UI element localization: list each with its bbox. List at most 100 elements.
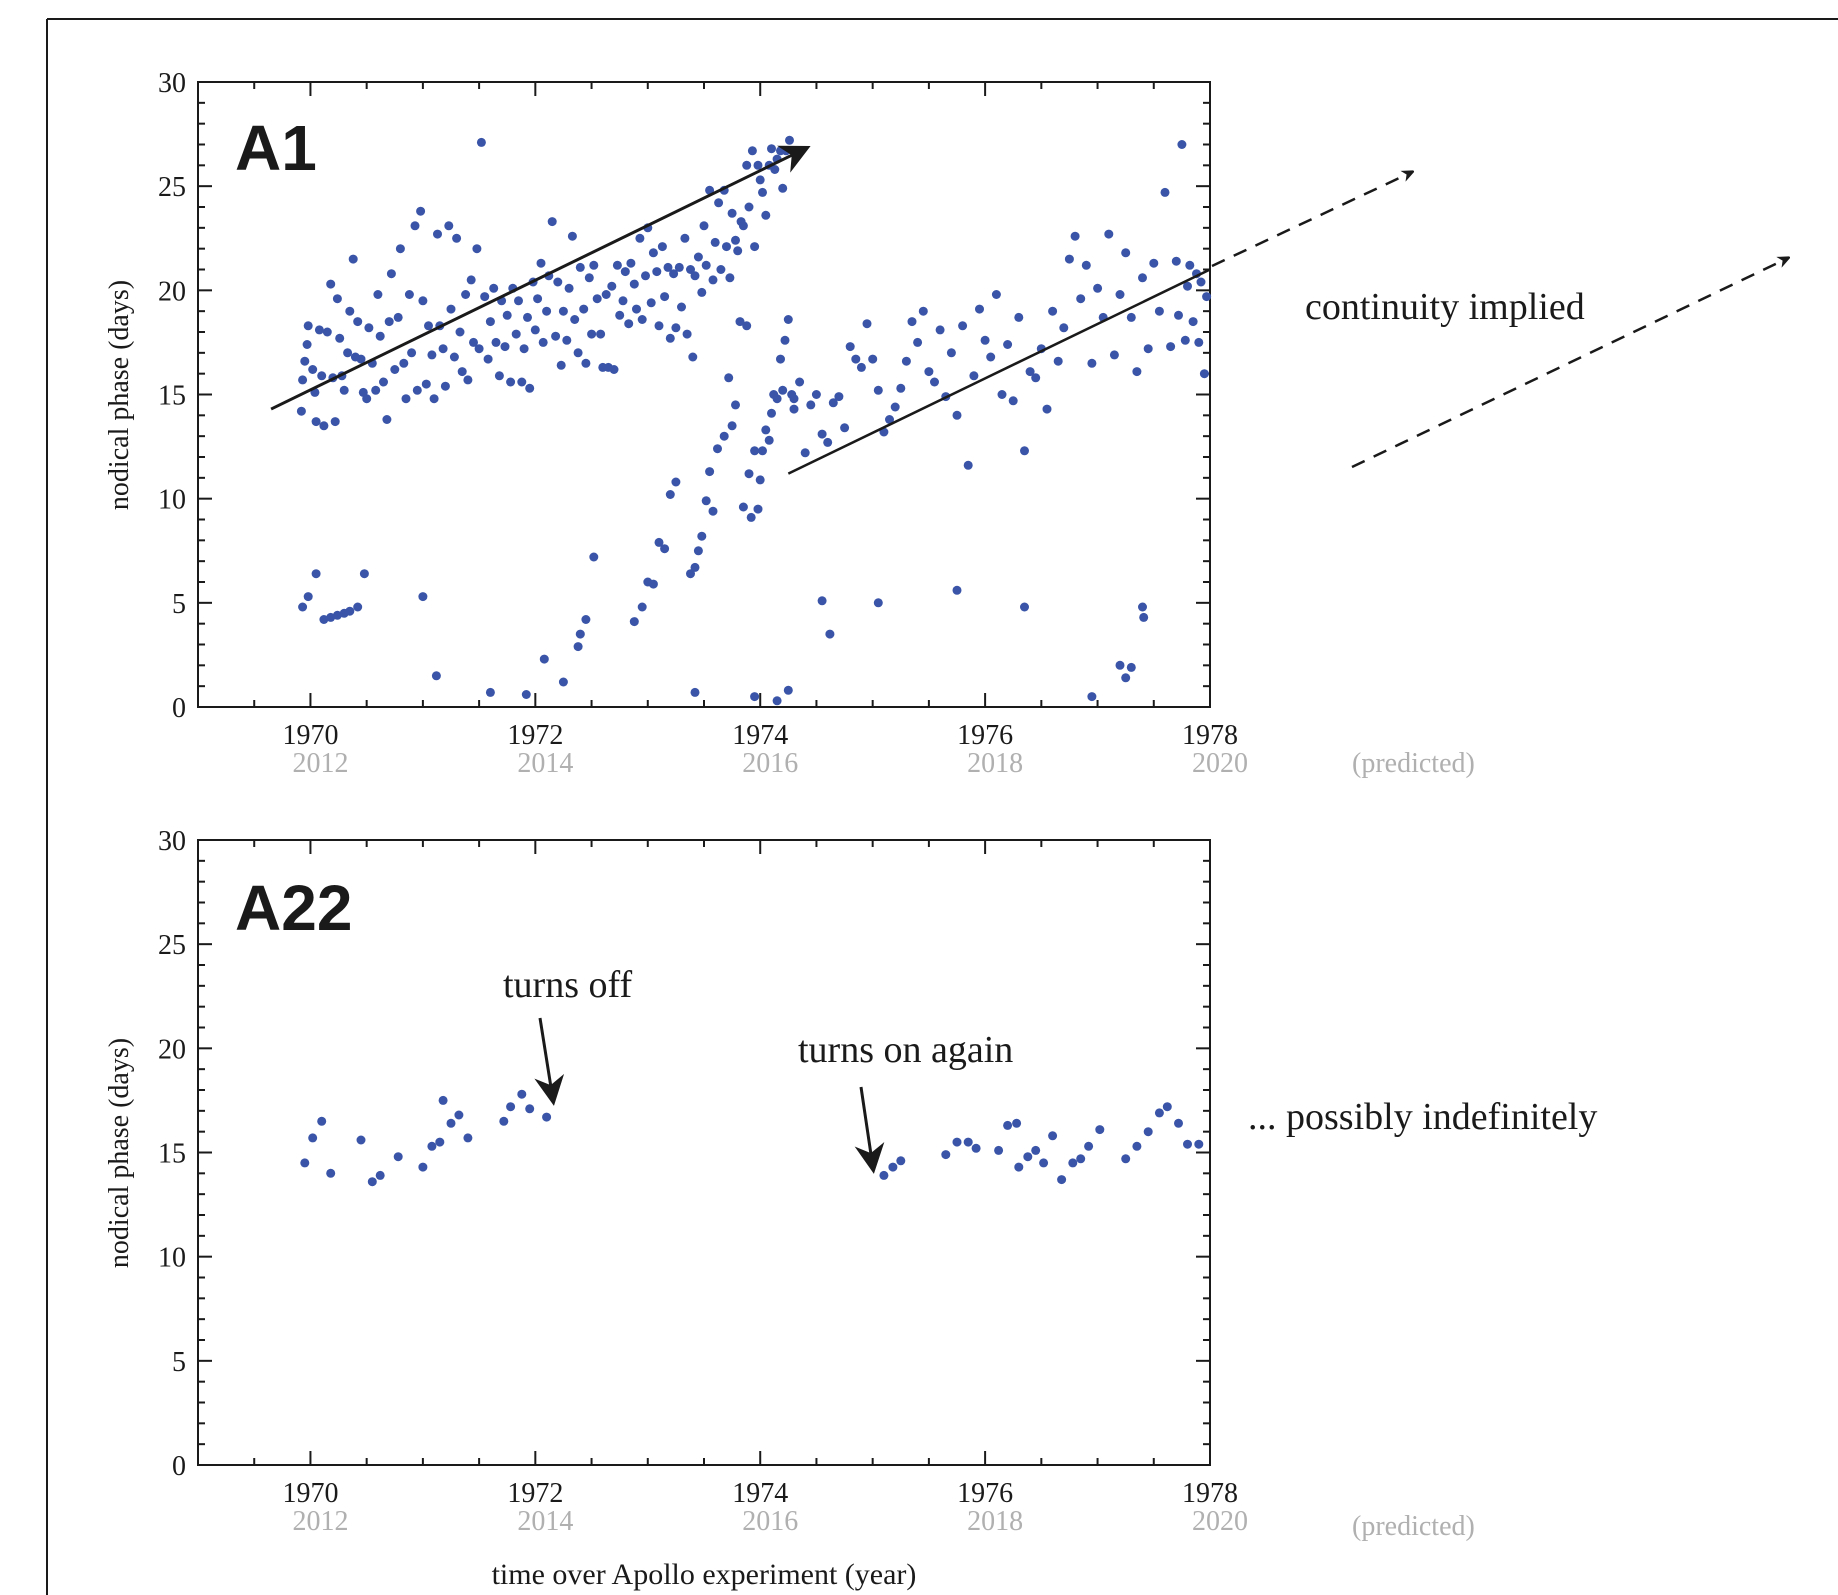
data-point [652,267,662,277]
data-point [724,373,734,383]
data-point [317,1116,327,1126]
data-point [314,325,324,335]
data-point [489,283,499,293]
data-point [657,242,667,252]
data-point [584,273,594,283]
data-point [783,315,793,324]
data-point [823,437,833,447]
data-point [596,329,606,339]
data-point [690,271,700,281]
data-point [463,1133,473,1143]
data-point [1081,260,1091,270]
data-point [764,435,774,445]
data-point [421,379,431,389]
data-point [755,475,765,485]
data-point [386,269,396,279]
data-point [364,323,374,333]
data-point [511,329,521,339]
data-point [935,325,945,335]
x-tick-label: 1970 [282,1478,338,1509]
data-point [1121,673,1131,683]
data-point [686,265,695,274]
data-point [1132,367,1142,377]
data-point [375,1170,385,1180]
data-point [525,383,535,393]
data-point [660,544,670,554]
data-point [401,394,411,404]
y-tick-label: 25 [158,172,186,203]
x-tick-label: 1976 [957,1478,1013,1509]
data-point [671,477,681,487]
data-point [517,1089,527,1099]
data-point [851,354,861,364]
data-point [665,333,675,343]
data-point [834,392,844,402]
data-point [735,317,745,327]
data-point [317,371,327,381]
data-point [359,569,369,579]
data-point [538,337,548,347]
data-point [747,146,757,156]
data-point [761,210,771,220]
data-point [367,1177,377,1187]
data-point [1095,1125,1105,1135]
data-point [710,237,720,247]
y-tick-label: 15 [158,1139,186,1170]
data-point [665,490,675,499]
data-point [1160,187,1170,197]
data-point [699,221,709,231]
data-point [581,358,591,368]
data-point [384,317,394,327]
data-point [785,135,794,145]
data-point [632,304,641,314]
x-tick-label-predicted: 2014 [517,748,573,779]
data-point [648,248,658,258]
data-point [1064,254,1074,264]
data-point [971,1143,981,1153]
data-point [697,287,707,297]
data-point [963,460,973,470]
data-point [697,531,707,541]
data-point [1183,281,1192,291]
data-point [744,202,754,212]
x-tick-label-predicted: 2016 [742,748,798,779]
data-point [399,358,409,368]
data-point [395,244,405,254]
y-tick-label: 10 [158,1243,186,1274]
data-point [924,367,934,377]
data-point [781,146,791,156]
data-point [1068,1158,1078,1168]
data-point [303,592,313,602]
x-tick-label: 1972 [507,720,563,751]
data-point [542,1112,552,1122]
data-point [345,306,355,316]
data-point [575,629,585,639]
data-point [828,398,838,408]
data-point [371,385,381,395]
data-point [480,292,490,302]
data-point [429,394,439,404]
data-point [873,598,883,608]
data-point [562,335,572,345]
data-point [308,1133,318,1143]
data-point [648,579,658,589]
data-point [986,352,996,362]
data-point [629,617,639,627]
data-point [767,408,776,418]
data-point [455,327,465,337]
data-point [1202,292,1212,302]
data-point [1059,323,1069,333]
data-point [615,310,625,320]
data-point [530,325,540,335]
data-point [457,367,467,377]
y-tick-label: 5 [172,589,186,620]
data-point [335,333,345,343]
annotation-turns-on-again: turns on again [798,1029,1013,1071]
data-point [1053,356,1063,366]
data-point [326,1168,336,1178]
y-tick-label: 20 [158,1034,186,1065]
data-point [469,337,478,347]
data-point [746,512,756,522]
y-tick-label: 5 [172,1347,186,1378]
data-point [1031,373,1041,383]
